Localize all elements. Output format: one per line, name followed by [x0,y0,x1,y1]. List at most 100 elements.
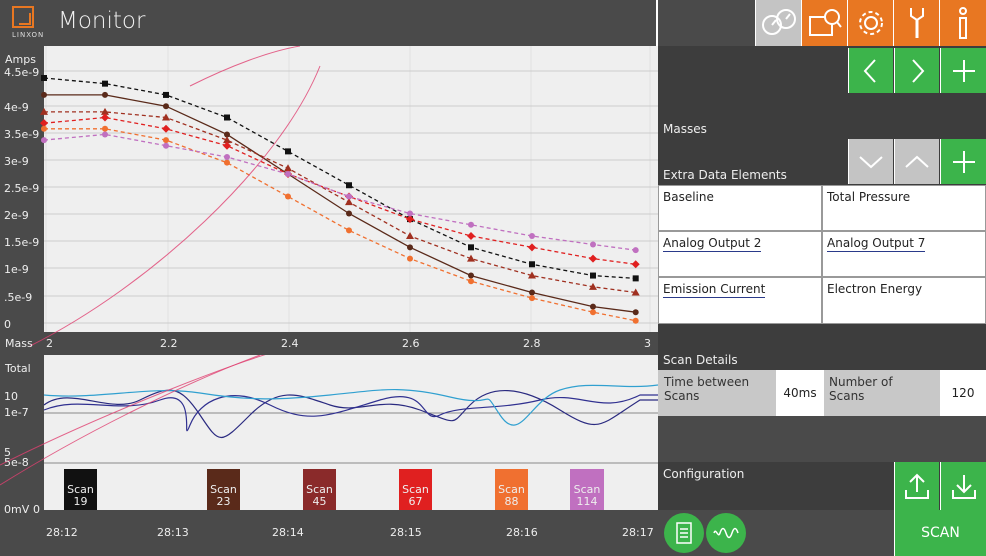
upload-button[interactable] [894,462,939,510]
data-point [223,136,231,144]
svg-text:88: 88 [505,495,519,508]
data-point [224,159,230,166]
data-point [224,114,230,121]
data-point [468,272,474,279]
x-tick-label: 28:17 [622,526,654,539]
y-axis-label: Amps [5,53,36,66]
data-point [406,215,414,224]
data-point [407,244,413,251]
trace-dark-blue [43,389,658,438]
x-tick-label: 2.8 [523,337,541,350]
data-point [223,141,231,150]
add-extra-button[interactable] [940,139,986,184]
data-point [163,103,169,110]
data-point [407,210,413,217]
data-point [102,125,108,132]
coil-button[interactable] [706,513,746,553]
extra-data-label: Analog Output 2 [663,236,762,252]
data-point [41,91,47,98]
info-button[interactable] [939,0,986,46]
prev-button[interactable] [848,48,893,93]
gauges-button[interactable] [755,0,801,46]
collapse-down-button[interactable] [848,139,893,184]
data-point [631,260,640,269]
trace-navy [43,394,658,432]
masses-title: Masses [663,122,707,136]
plus-icon [952,150,975,173]
plus-icon [952,59,975,82]
scan-button[interactable]: SCAN [894,510,986,556]
x-tick-label: 3 [644,337,651,350]
search-chart-icon [808,9,842,36]
data-point [632,275,639,282]
logo-text: LINXON [12,31,45,39]
tools-button[interactable] [893,0,939,46]
tools-icon [909,8,924,38]
data-point [346,193,352,200]
add-mass-button[interactable] [940,48,986,93]
extra-data-label: Emission Current [663,282,766,298]
data-point [285,148,291,155]
search-chart-button[interactable] [801,0,847,46]
data-point [529,295,535,302]
list-icon [676,522,692,544]
x-tick-label: 28:12 [46,526,78,539]
x-tick-label: 2.2 [160,337,178,350]
data-point [102,131,108,138]
data-point [468,221,474,228]
data-point [631,288,640,296]
download-icon [951,475,976,499]
collapse-up-button[interactable] [894,139,939,184]
info-icon [959,7,967,39]
coil-icon [713,527,739,539]
data-point [101,107,109,115]
data-point [632,247,639,254]
extra-data-item[interactable]: Analog Output 2 [658,231,822,277]
series-line [43,77,636,280]
extra-data-item[interactable]: Emission Current [658,277,822,324]
mass-spectrum-chart: Amps Mass 4.5e-94e-93.5e-93e-92.5e-92e-9… [0,46,658,355]
download-button[interactable] [940,462,986,510]
svg-text:23: 23 [217,495,231,508]
svg-text:Scan: Scan [574,483,601,496]
chevron-left-icon [863,58,876,83]
list-button[interactable] [664,513,704,553]
y-tick-label: 4.5e-9 [4,66,39,79]
extra-data-label: Electron Energy [827,282,923,296]
header-bar: LINXON Monitor [0,0,755,46]
plot-area [44,46,658,332]
number-of-scans-value[interactable]: 120 [940,370,986,416]
x-axis-label: Mass [5,337,33,350]
data-point [101,113,109,122]
scan-details-row: Time between Scans 40ms Number of Scans … [658,370,986,416]
page-title: Monitor [58,8,146,34]
data-point [590,303,596,310]
time-between-value[interactable]: 40ms [776,370,824,416]
extra-data-item[interactable]: Baseline [658,185,822,231]
settings-button[interactable] [847,0,893,46]
data-point [632,317,639,324]
gear-icon [858,11,883,35]
data-point [40,119,48,128]
y-tick-label: 5 [4,446,11,459]
chevron-down-icon [859,155,883,168]
y-tick-label: 2e-9 [4,209,29,222]
y-tick-label: .5e-9 [4,291,32,304]
extra-data-item[interactable]: Electron Energy [822,277,986,324]
extra-data-item[interactable]: Total Pressure [822,185,986,231]
data-point [529,233,535,240]
svg-text:Scan: Scan [402,483,429,496]
next-button[interactable] [894,48,939,93]
y-tick-label: 10 [4,390,18,403]
data-point [224,154,230,161]
y-tick-label: 4e-9 [4,101,29,114]
svg-text:67: 67 [409,495,423,508]
data-point [468,244,474,251]
data-point [632,309,639,316]
x-tick-label: 28:14 [272,526,304,539]
extra-data-item[interactable]: Analog Output 7 [822,231,986,277]
data-point [162,124,170,133]
